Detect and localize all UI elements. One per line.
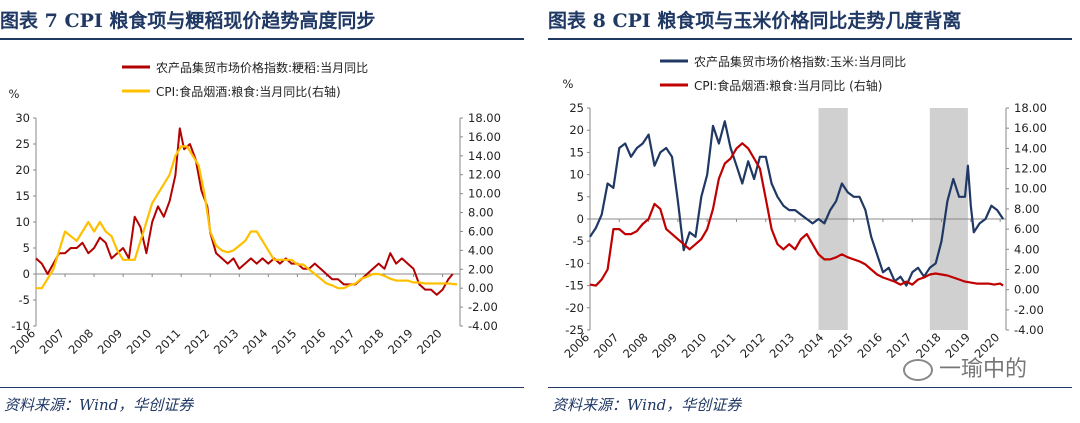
- watermark-text: 一瑜中的: [939, 357, 1028, 382]
- left-series-line-0: [35, 127, 454, 296]
- left-y2tick-label: 4.00: [468, 243, 494, 257]
- right-ytick-label: -20: [565, 301, 584, 315]
- left-y2tick-label: 10.00: [468, 187, 501, 201]
- left-xtick-label: 2013: [211, 326, 242, 357]
- right-ytick-label: 10: [569, 168, 584, 182]
- left-source-rule: [0, 387, 524, 388]
- right-xtick-label: 2008: [620, 330, 651, 361]
- left-xtick-label: 2008: [66, 326, 97, 357]
- right-legend-label-0: 农产品集贸市场价格指数:玉米:当月同比: [694, 54, 906, 69]
- right-legend-label-1: CPI:食品烟酒:粮食:当月同比 (右轴): [694, 78, 882, 93]
- right-ytick-label: 20: [569, 123, 584, 137]
- left-y2tick-label: 0.00: [468, 281, 494, 295]
- left-y2tick-label: 14.00: [468, 149, 501, 163]
- left-xtick-label: 2011: [153, 326, 184, 357]
- right-xtick-label: 2015: [825, 330, 856, 361]
- left-y2tick-label: 16.00: [468, 130, 501, 144]
- right-xtick-label: 2014: [796, 330, 827, 361]
- left-ytick-label: 10: [15, 215, 30, 229]
- right-y2tick-label: 4.00: [1014, 242, 1040, 256]
- left-chart: 302520151050-5-1018.0016.0014.0012.0010.…: [8, 60, 501, 357]
- left-xtick-label: 2010: [124, 326, 155, 357]
- right-xtick-label: 2009: [649, 330, 680, 361]
- right-y2tick-label: 0.00: [1014, 283, 1040, 297]
- right-ytick-label: -25: [565, 323, 584, 337]
- left-ylabel: %: [9, 87, 20, 101]
- left-y2tick-label: 18.00: [468, 111, 501, 125]
- right-xtick-label: 2007: [591, 330, 622, 361]
- left-y2tick-label: -4.00: [468, 319, 498, 333]
- right-y2tick-label: -4.00: [1014, 323, 1044, 337]
- right-y2tick-label: 14.00: [1014, 141, 1047, 155]
- left-figure-title: 图表 7 CPI 粮食项与粳稻现价趋势高度同步: [0, 10, 376, 32]
- left-xtick-label: 2009: [95, 326, 126, 357]
- left-ytick-label: 25: [15, 137, 30, 151]
- right-series-line-0: [589, 120, 1005, 287]
- left-ytick-label: -10: [11, 319, 30, 333]
- right-y2tick-label: 18.00: [1014, 101, 1047, 115]
- left-legend-label-0: 农产品集贸市场价格指数:粳稻:当月同比: [156, 60, 368, 75]
- left-chart-panel: 图表 7 CPI 粮食项与粳稻现价趋势高度同步 30 25 20 15 10 5 0 -5 -1…: [0, 0, 530, 423]
- left-y2tick-label: 6.00: [468, 224, 494, 238]
- right-series-line-1: [589, 142, 1004, 287]
- right-xtick-label: 2011: [708, 330, 739, 361]
- right-chart: 2520151050-5-10-15-20-2518.0016.0014.001…: [562, 54, 1047, 361]
- right-ytick-label: -5: [573, 234, 584, 248]
- right-ytick-label: 25: [569, 101, 584, 115]
- wechat-icon: [903, 359, 933, 381]
- right-ylabel: %: [563, 77, 574, 91]
- right-ytick-label: 5: [577, 190, 584, 204]
- right-chart-panel: 图表 8 CPI 粮食项与玉米价格同比走势几度背离 25 20 15 10 5 0 -5 -1…: [548, 0, 1078, 423]
- right-y2tick-label: 10.00: [1014, 182, 1047, 196]
- right-ytick-label: 0: [577, 212, 584, 226]
- right-y2tick-label: -2.00: [1014, 303, 1044, 317]
- right-y2tick-label: 2.00: [1014, 262, 1040, 276]
- left-y2tick-label: 12.00: [468, 168, 501, 182]
- right-figure-title: 图表 8 CPI 粮食项与玉米价格同比走势几度背离: [548, 10, 962, 32]
- left-series-line-1: [36, 145, 458, 290]
- left-source-note: 资料来源：Wind，华创证券: [4, 396, 194, 414]
- left-ytick-label: -5: [19, 293, 30, 307]
- left-ytick-label: 20: [15, 163, 30, 177]
- right-source-note: 资料来源：Wind，华创证券: [552, 396, 742, 414]
- left-y2tick-label: -2.00: [468, 300, 498, 314]
- right-y2tick-label: 6.00: [1014, 222, 1040, 236]
- right-xtick-label: 2010: [679, 330, 710, 361]
- right-title-rule: [548, 38, 1072, 40]
- right-source-rule: [548, 387, 1072, 388]
- left-xtick-label: 2018: [356, 326, 387, 357]
- right-ytick-label: -15: [565, 279, 584, 293]
- right-xtick-label: 2012: [737, 330, 768, 361]
- left-xtick-label: 2014: [240, 326, 271, 357]
- left-xtick-label: 2007: [37, 326, 68, 357]
- left-ytick-label: 0: [23, 267, 30, 281]
- left-xtick-label: 2017: [327, 326, 358, 357]
- left-legend-label-1: CPI:食品烟酒:粮食:当月同比(右轴): [156, 84, 341, 99]
- left-ytick-label: 5: [23, 241, 30, 255]
- right-xtick-label: 2016: [854, 330, 885, 361]
- left-xtick-label: 2016: [298, 326, 329, 357]
- right-ytick-label: -10: [565, 256, 584, 270]
- right-xtick-label: 2013: [767, 330, 798, 361]
- right-ytick-label: 15: [569, 145, 584, 159]
- right-y2tick-label: 16.00: [1014, 121, 1047, 135]
- left-y2tick-label: 8.00: [468, 206, 494, 220]
- left-y2tick-label: 2.00: [468, 262, 494, 276]
- left-ytick-label: 30: [15, 111, 30, 125]
- right-y2tick-label: 12.00: [1014, 162, 1047, 176]
- watermark: 一瑜中的: [903, 355, 1027, 385]
- left-xtick-label: 2012: [182, 326, 213, 357]
- left-xtick-label: 2015: [269, 326, 300, 357]
- left-xtick-label: 2019: [385, 326, 416, 357]
- left-ytick-label: 15: [15, 189, 30, 203]
- right-y2tick-label: 8.00: [1014, 202, 1040, 216]
- left-title-rule: [0, 38, 524, 40]
- left-xtick-label: 2020: [414, 326, 445, 357]
